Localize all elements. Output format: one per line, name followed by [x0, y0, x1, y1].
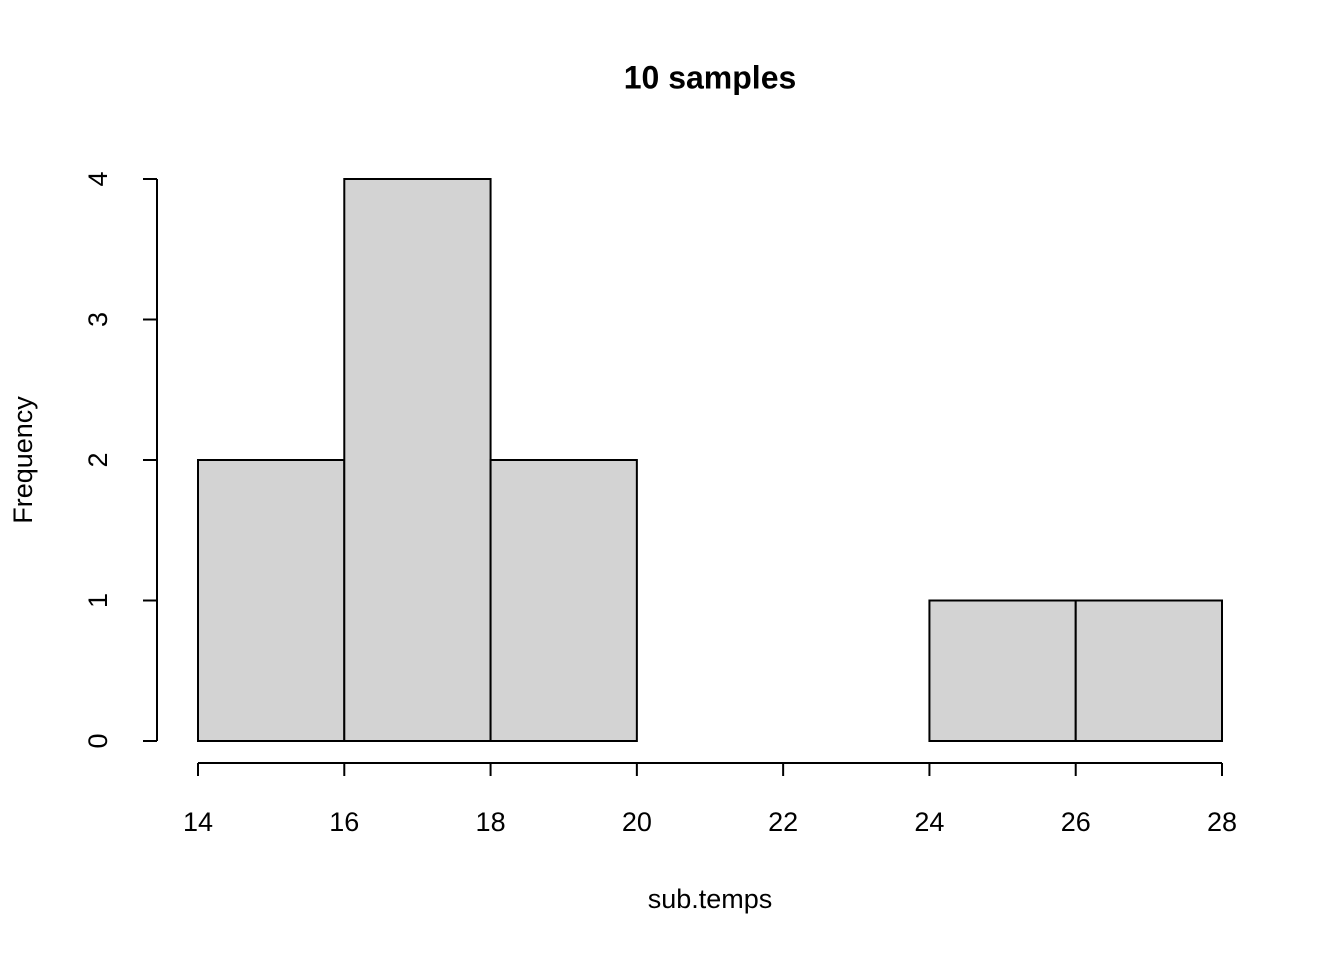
bar [343, 178, 492, 742]
x-tick-label: 14 [183, 807, 213, 837]
bar [489, 459, 638, 742]
y-tick-label: 1 [83, 593, 113, 608]
x-tick-label: 20 [622, 807, 652, 837]
y-tick-label: 3 [83, 312, 113, 327]
bar [197, 459, 346, 742]
x-tick-label: 28 [1207, 807, 1237, 837]
chart-title: 10 samples [624, 59, 797, 95]
x-tick-label: 16 [329, 807, 359, 837]
bar [928, 599, 1077, 742]
x-tick-label: 26 [1061, 807, 1091, 837]
bar [1074, 599, 1223, 742]
x-tick-label: 24 [914, 807, 944, 837]
y-tick-label: 0 [83, 733, 113, 748]
y-tick-label: 4 [83, 171, 113, 186]
x-axis-label: sub.temps [648, 884, 773, 914]
y-tick-label: 2 [83, 452, 113, 467]
y-axis-label: Frequency [8, 396, 38, 524]
x-tick-label: 22 [768, 807, 798, 837]
x-tick-label: 18 [476, 807, 506, 837]
